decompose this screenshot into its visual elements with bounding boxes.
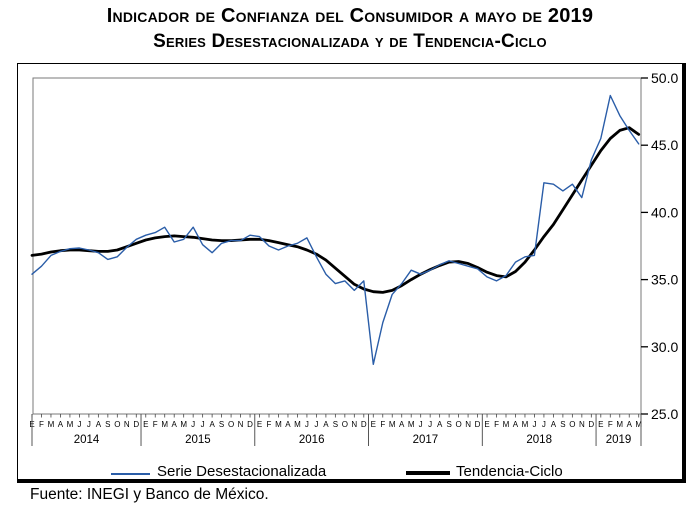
- month-label: M: [522, 420, 529, 429]
- month-label: A: [513, 420, 519, 429]
- month-label: J: [542, 420, 546, 429]
- month-label: F: [380, 420, 385, 429]
- month-label: M: [275, 420, 282, 429]
- plot-border: [32, 77, 642, 415]
- month-label: N: [465, 420, 471, 429]
- month-label: M: [161, 420, 168, 429]
- month-label: N: [124, 420, 130, 429]
- chart-title-line1: Indicador de Confianza del Consumidor a …: [106, 5, 594, 27]
- month-label: M: [503, 420, 510, 429]
- y-tick-label: 40.0: [651, 204, 678, 220]
- month-label: S: [219, 420, 224, 429]
- series-line-serie-desestacionalizada: [31, 94, 640, 365]
- month-label: E: [484, 420, 489, 429]
- month-label: J: [191, 420, 195, 429]
- legend-label-serie-desestacionalizada: Serie Desestacionalizada: [157, 463, 327, 480]
- year-label: 2018: [526, 434, 552, 446]
- month-label: O: [455, 420, 461, 429]
- month-label: A: [285, 420, 291, 429]
- month-label: O: [569, 420, 575, 429]
- month-label: A: [323, 420, 329, 429]
- month-label: E: [143, 420, 148, 429]
- month-label: S: [105, 420, 110, 429]
- month-label: J: [419, 420, 423, 429]
- y-tick-label: 45.0: [651, 137, 678, 153]
- month-label: A: [96, 420, 102, 429]
- month-label: D: [588, 420, 594, 429]
- month-label: D: [133, 420, 139, 429]
- month-label: M: [294, 420, 301, 429]
- source-note: Fuente: INEGI y Banco de México.: [30, 486, 269, 503]
- month-label: D: [247, 420, 253, 429]
- month-label: F: [494, 420, 499, 429]
- month-label: S: [446, 420, 451, 429]
- month-label: N: [238, 420, 244, 429]
- month-label: A: [172, 420, 178, 429]
- legend-line-tendencia-ciclo: [406, 471, 450, 475]
- legend-line-serie-desestacionalizada: [111, 473, 150, 475]
- y-tick-label: 35.0: [651, 272, 678, 288]
- month-label: N: [351, 420, 357, 429]
- chart-title: Indicador de Confianza del Consumidor a …: [0, 3, 700, 54]
- month-label: A: [58, 420, 64, 429]
- month-label: M: [389, 420, 396, 429]
- month-label: J: [532, 420, 536, 429]
- year-label: 2014: [74, 434, 100, 446]
- series-line-tendencia-ciclo: [30, 126, 641, 294]
- y-tick-label: 30.0: [651, 339, 678, 355]
- year-label: 2017: [413, 434, 439, 446]
- month-label: O: [114, 420, 120, 429]
- month-label: S: [333, 420, 338, 429]
- chart-frame: 50.045.040.035.030.025.0EFMAMJJASOND2014…: [17, 63, 686, 483]
- month-label: J: [305, 420, 309, 429]
- year-label: 2016: [299, 434, 325, 446]
- month-label: E: [598, 420, 603, 429]
- year-label: 2019: [606, 434, 632, 446]
- month-label: D: [361, 420, 367, 429]
- month-label: F: [39, 420, 44, 429]
- month-label: F: [608, 420, 613, 429]
- month-label: J: [201, 420, 205, 429]
- month-label: O: [228, 420, 234, 429]
- legend-label-tendencia-ciclo: Tendencia-Ciclo: [456, 463, 563, 480]
- month-label: A: [399, 420, 405, 429]
- month-label: M: [616, 420, 623, 429]
- y-tick-label: 50.0: [651, 70, 678, 86]
- month-label: J: [314, 420, 318, 429]
- month-label: O: [342, 420, 348, 429]
- month-label: J: [87, 420, 91, 429]
- month-label: F: [153, 420, 158, 429]
- month-label: M: [48, 420, 55, 429]
- month-label: M: [67, 420, 74, 429]
- chart-svg: 50.045.040.035.030.025.0EFMAMJJASOND2014…: [29, 70, 678, 446]
- month-label: A: [209, 420, 215, 429]
- y-tick-label: 25.0: [651, 406, 678, 422]
- month-label: A: [627, 420, 633, 429]
- month-label: A: [437, 420, 443, 429]
- month-label: N: [579, 420, 585, 429]
- month-label: D: [475, 420, 481, 429]
- month-label: S: [560, 420, 565, 429]
- month-label: J: [428, 420, 432, 429]
- month-label: A: [551, 420, 557, 429]
- month-label: M: [180, 420, 187, 429]
- month-label: F: [267, 420, 272, 429]
- month-label: M: [635, 420, 642, 429]
- chart-title-line2: Series Desestacionalizada y de Tendencia…: [153, 31, 547, 52]
- month-label: M: [408, 420, 415, 429]
- month-label: E: [371, 420, 376, 429]
- month-label: E: [257, 420, 262, 429]
- year-label: 2015: [185, 434, 211, 446]
- month-label: J: [77, 420, 81, 429]
